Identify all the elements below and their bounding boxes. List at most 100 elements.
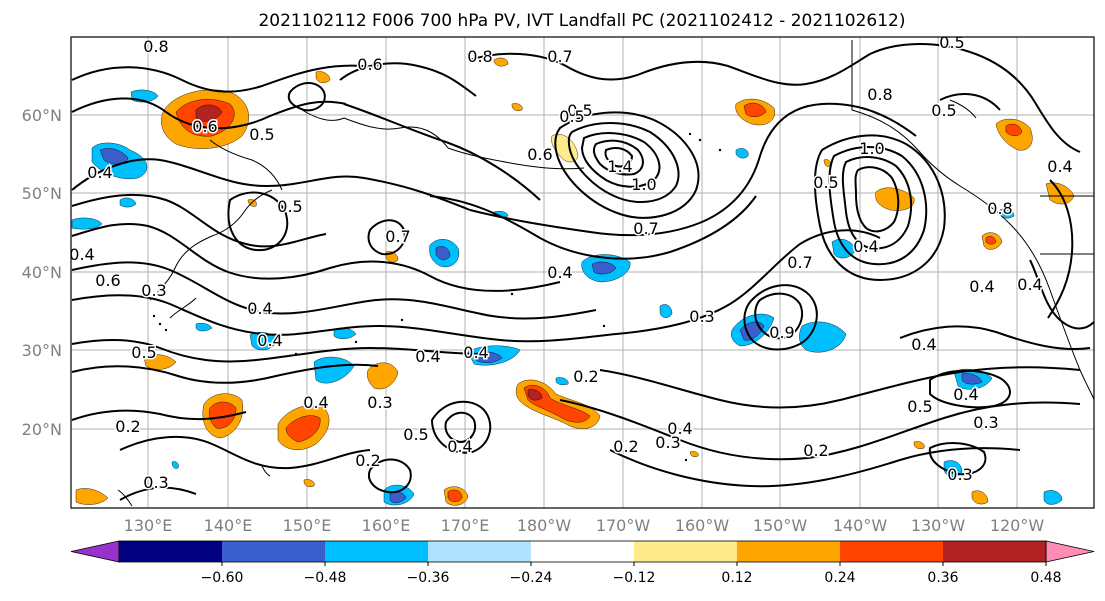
contour-label: 0.8 [467, 47, 492, 66]
lon-tick-130e: 130°E [124, 516, 173, 535]
contour-label: 0.5 [931, 101, 956, 120]
map-panel: 0.80.6 0.80.50.60.50.40.70.50.40.61.41.00… [69, 33, 1095, 509]
contour-label: 0.7 [385, 227, 410, 246]
contour-label: 0.6 [192, 117, 217, 136]
contour-label: 0.4 [969, 277, 994, 296]
lon-tick-160e: 160°E [362, 516, 411, 535]
lon-tick-140w: 140°W [833, 516, 888, 535]
colorbar-extend-high [1045, 540, 1095, 563]
colorbar-bin [634, 541, 738, 562]
contour-label: 0.4 [667, 419, 692, 438]
colorbar: −0.60 −0.48 −0.36 −0.24 −0.12 0.12 0.24 0.36 0.4… [70, 540, 1095, 586]
contour-label: 0.3 [141, 281, 166, 300]
map-frame [70, 36, 1095, 509]
lon-tick-120w: 120°W [990, 516, 1045, 535]
lon-tick-170w: 170°W [596, 516, 651, 535]
colorbar-tick-label: 0.24 [824, 570, 855, 586]
colorbar-tick-label: 0.48 [1030, 570, 1061, 586]
colorbar-tick-label: −0.48 [304, 570, 347, 586]
colorbar-bin [737, 541, 841, 562]
colorbar-bin [840, 541, 944, 562]
contour-label: 1.0 [859, 139, 884, 158]
contour-label: 0.2 [803, 441, 828, 460]
island-dots [152, 132, 722, 462]
contour-label: 0.4 [953, 385, 978, 404]
contour-label: 0.5 [939, 33, 964, 52]
contour-label: 0.5 [907, 397, 932, 416]
contour-label: 0.3 [689, 307, 714, 326]
lon-tick-140e: 140°E [204, 516, 253, 535]
contour-label: 0.5 [131, 343, 156, 362]
latitude-axis: 60°N 50°N 40°N 30°N 20°N [22, 106, 62, 439]
contour-label: 0.4 [547, 263, 572, 282]
contour-label: 0.3 [143, 473, 168, 492]
contour-label: 0.2 [115, 417, 140, 436]
lon-tick-150w: 150°W [753, 516, 808, 535]
contour-label: 0.8 [143, 37, 168, 56]
contour-label: 0.7 [633, 219, 658, 238]
map-title: 2021102112 F006 700 hPa PV, IVT Landfall… [258, 11, 905, 31]
colorbar-bin [325, 541, 429, 562]
contour-label: 0.5 [403, 425, 428, 444]
contour-label: 0.5 [277, 197, 302, 216]
colorbar-bin [119, 541, 223, 562]
contour-label: 0.5 [249, 125, 274, 144]
contour-label: 0.7 [547, 47, 572, 66]
contour-label: 1.0 [631, 175, 656, 194]
colorbar-bin [428, 541, 532, 562]
contour-label: 0.4 [911, 335, 936, 354]
contour-label: 0.6 [357, 55, 382, 74]
lon-tick-130w: 130°W [911, 516, 966, 535]
colorbar-tick-label: 0.12 [721, 570, 752, 586]
pv-contours [71, 43, 1094, 501]
lon-tick-180w: 180°W [517, 516, 572, 535]
contour-label: 0.3 [947, 465, 972, 484]
contour-label: 0.2 [613, 437, 638, 456]
contour-label: 0.4 [463, 343, 488, 362]
lat-tick-60n: 60°N [22, 106, 62, 125]
contour-label: 0.4 [303, 393, 328, 412]
colorbar-bin [222, 541, 326, 562]
longitude-axis: 130°E 140°E 150°E 160°E 170°E 180°W 170°… [124, 516, 1045, 535]
contour-label: 0.6 [95, 271, 120, 290]
colorbar-tick-label: −0.60 [201, 570, 244, 586]
contour-label: 0.8 [867, 85, 892, 104]
contour-label: 0.2 [355, 451, 380, 470]
contour-label: 0.2 [573, 367, 598, 386]
colorbar-extend-low [70, 540, 120, 563]
contour-label: 0.3 [973, 413, 998, 432]
contour-label: 0.5 [567, 101, 592, 120]
contour-label: 0.5 [559, 107, 584, 126]
lon-tick-170e: 170°E [441, 516, 490, 535]
contour-label: 0.4 [247, 299, 272, 318]
contour-labels: 0.80.6 0.80.50.60.50.40.70.50.40.61.41.00… [69, 33, 1074, 494]
contour-label: 0.3 [367, 393, 392, 412]
colorbar-bin [943, 541, 1047, 562]
colorbar-bin [531, 541, 635, 562]
contour-label: 0.4 [447, 437, 472, 456]
contour-label: 0.6 [527, 145, 552, 164]
lon-tick-160w: 160°W [675, 516, 730, 535]
lat-tick-30n: 30°N [22, 341, 62, 360]
contour-label: 0.4 [69, 245, 94, 264]
contour-label: 0.4 [1017, 275, 1042, 294]
contour-label: 0.4 [87, 163, 112, 182]
contour-label: 0.5 [813, 173, 838, 192]
colorbar-frame [118, 540, 1047, 563]
contour-label: 0.4 [853, 237, 878, 256]
colorbar-tick-label: −0.24 [510, 570, 553, 586]
contour-label: 0.4 [415, 347, 440, 366]
lat-tick-40n: 40°N [22, 263, 62, 282]
colorbar-tick-label: −0.12 [613, 570, 656, 586]
lat-tick-20n: 20°N [22, 420, 62, 439]
contour-label: 0.4 [257, 331, 282, 350]
contour-label: 0.8 [987, 199, 1012, 218]
lon-tick-150e: 150°E [283, 516, 332, 535]
colorbar-tick-label: −0.36 [407, 570, 450, 586]
lat-tick-50n: 50°N [22, 184, 62, 203]
contour-label: 0.4 [1047, 157, 1072, 176]
contour-label: 1.4 [607, 157, 632, 176]
contour-label: 0.9 [769, 323, 794, 342]
contour-label: 0.7 [787, 253, 812, 272]
